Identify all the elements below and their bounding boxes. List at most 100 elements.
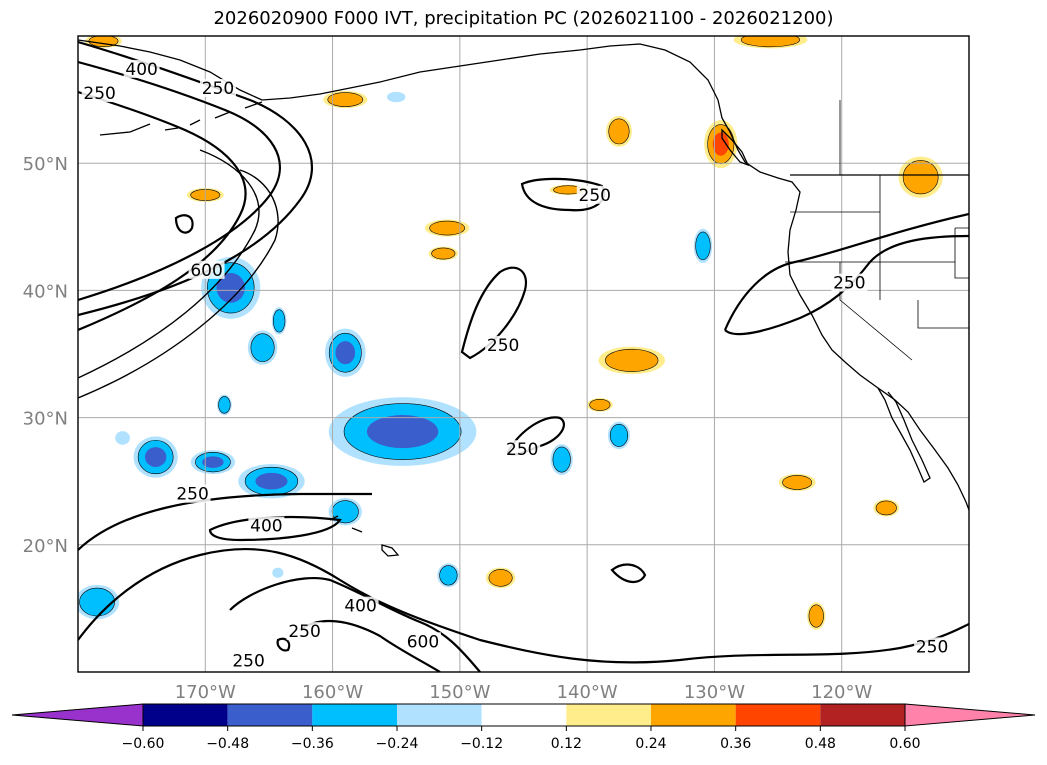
svg-text:250: 250 [288, 622, 320, 642]
svg-text:250: 250 [916, 637, 948, 657]
lon-tick-label-2: 150°W [429, 682, 490, 703]
lat-tick-label-3: 50°N [23, 154, 68, 175]
ivt-contour-250-small-1 [610, 563, 647, 583]
precip-area-mid-3 [902, 160, 939, 195]
colorbar-segment-7 [735, 704, 821, 726]
precip-area-mid-11 [808, 604, 824, 628]
ivt-contour-400-north [78, 60, 281, 302]
contour-label-9: 400 [248, 516, 285, 537]
colorbar-segment-4 [481, 704, 567, 726]
colorbar-segment-5 [566, 704, 651, 726]
vancouver-island [721, 128, 750, 167]
colorbar-segment-2 [312, 704, 397, 726]
ivt-contour-250-east [723, 212, 969, 331]
ivt-contour-250-south-long [78, 547, 969, 664]
ivt-contour-400-south [229, 576, 481, 672]
contour-label-1: 250 [81, 84, 118, 104]
precip-area-core-19 [144, 447, 167, 467]
contour-label-12: 600 [404, 632, 441, 652]
colorbar-tick-label-9: 0.60 [889, 736, 920, 752]
precip-area-core-16 [216, 272, 245, 303]
ivt-contours [78, 40, 969, 672]
precip-area-mid-0 [608, 118, 630, 145]
lon-tick-label-0: 170°W [175, 682, 236, 703]
svg-text:400: 400 [250, 517, 282, 537]
precip-area-mid-32 [218, 396, 231, 414]
colorbar: −0.60 −0.48 −0.36 −0.24 −0.12 0.12 0.24 0.36 0.4… [11, 703, 1036, 752]
contour-label-5: 250 [485, 335, 522, 356]
svg-text:250: 250 [83, 84, 115, 104]
contour-label-0: 400 [123, 59, 160, 80]
contour-label-8: 250 [174, 484, 211, 505]
colorbar-extend-high [904, 703, 1036, 727]
plot-area [78, 36, 969, 672]
lat-tick-label-0: 20°N [23, 536, 68, 557]
lon-tick-label-5: 120°W [811, 682, 872, 703]
precip-area-core-20 [202, 456, 224, 468]
ivt-contour-250-north-b [78, 149, 260, 379]
ivt-contour-250-small-2 [174, 214, 194, 234]
precip-area-mid-28 [609, 423, 629, 447]
colorbar-tick-label-0: −0.60 [122, 736, 165, 752]
contour-label-4: 250 [576, 185, 613, 206]
west-coast-coastline [717, 99, 969, 511]
precip-area-mid-25 [79, 587, 115, 617]
precip-area-outer-24 [386, 91, 406, 103]
precip-area-outer-33 [272, 567, 284, 578]
ivt-contour-600-north [78, 90, 247, 332]
contour-label-3: 600 [188, 260, 225, 281]
lat-tick-label-2: 40°N [23, 281, 68, 302]
plot-frame [77, 35, 970, 673]
precip-area-mid-27 [439, 565, 458, 586]
svg-text:250: 250 [487, 336, 519, 356]
lon-tick-label-1: 160°W [302, 682, 363, 703]
contour-label-2: 250 [200, 78, 237, 99]
precip-area-mid-7 [605, 348, 659, 372]
baja-peninsula [877, 387, 931, 483]
colorbar-extend-low [11, 703, 144, 727]
precip-area-mid-12 [488, 569, 513, 587]
contour-label-14: 250 [914, 637, 951, 657]
svg-text:600: 600 [190, 261, 222, 281]
colorbar-tick-label-8: 0.48 [805, 736, 836, 752]
colorbar-tick-label-2: −0.36 [291, 736, 334, 752]
svg-text:600: 600 [407, 632, 439, 652]
contour-label-10: 250 [286, 622, 323, 642]
colorbar-tick-label-3: −0.24 [376, 736, 419, 752]
precip-area-core-1 [712, 132, 729, 156]
colorbar-segment-3 [397, 704, 482, 726]
lon-tick-label-4: 130°W [684, 682, 745, 703]
precip-area-mid-2 [740, 36, 801, 48]
colorbar-tick-label-1: −0.48 [206, 736, 249, 752]
precip-area-core-18 [366, 415, 439, 449]
precip-area-mid-8 [589, 398, 611, 411]
svg-text:250: 250 [833, 274, 865, 294]
colorbar-segment-8 [820, 704, 905, 726]
precip-area-mid-9 [782, 475, 813, 490]
contour-label-11: 400 [342, 596, 379, 617]
colorbar-tick-label-4: −0.12 [460, 736, 503, 752]
colorbar-tick-label-7: 0.36 [720, 736, 751, 752]
ivt-contour-250-sw [78, 492, 372, 551]
precip-area-core-17 [335, 341, 356, 365]
precip-area-mid-5 [431, 247, 456, 260]
colorbar-frame [142, 703, 906, 727]
precip-area-core-21 [255, 472, 288, 490]
svg-text:250: 250 [506, 440, 538, 460]
svg-text:400: 400 [344, 597, 376, 617]
ivt-contour-250-east-b [724, 234, 969, 336]
precip-area-mid-10 [875, 500, 897, 516]
ivt-contour-600-south [299, 619, 441, 672]
lat-tick-label-1: 30°N [23, 409, 68, 430]
colorbar-segment-1 [227, 704, 313, 726]
colorbar-segment-6 [651, 704, 736, 726]
svg-text:250: 250 [176, 485, 208, 505]
alaska-coastline [78, 39, 719, 101]
ivt-contour-250-small-3 [276, 637, 291, 652]
ivt-contour-250-north-c [78, 169, 279, 399]
svg-text:400: 400 [125, 60, 157, 80]
contour-label-6: 250 [831, 273, 868, 294]
aleutian-islands [99, 101, 263, 136]
contour-labels: 400 250 250 600 250 250 250 250 250 400 250 400 600 2… [81, 59, 951, 671]
